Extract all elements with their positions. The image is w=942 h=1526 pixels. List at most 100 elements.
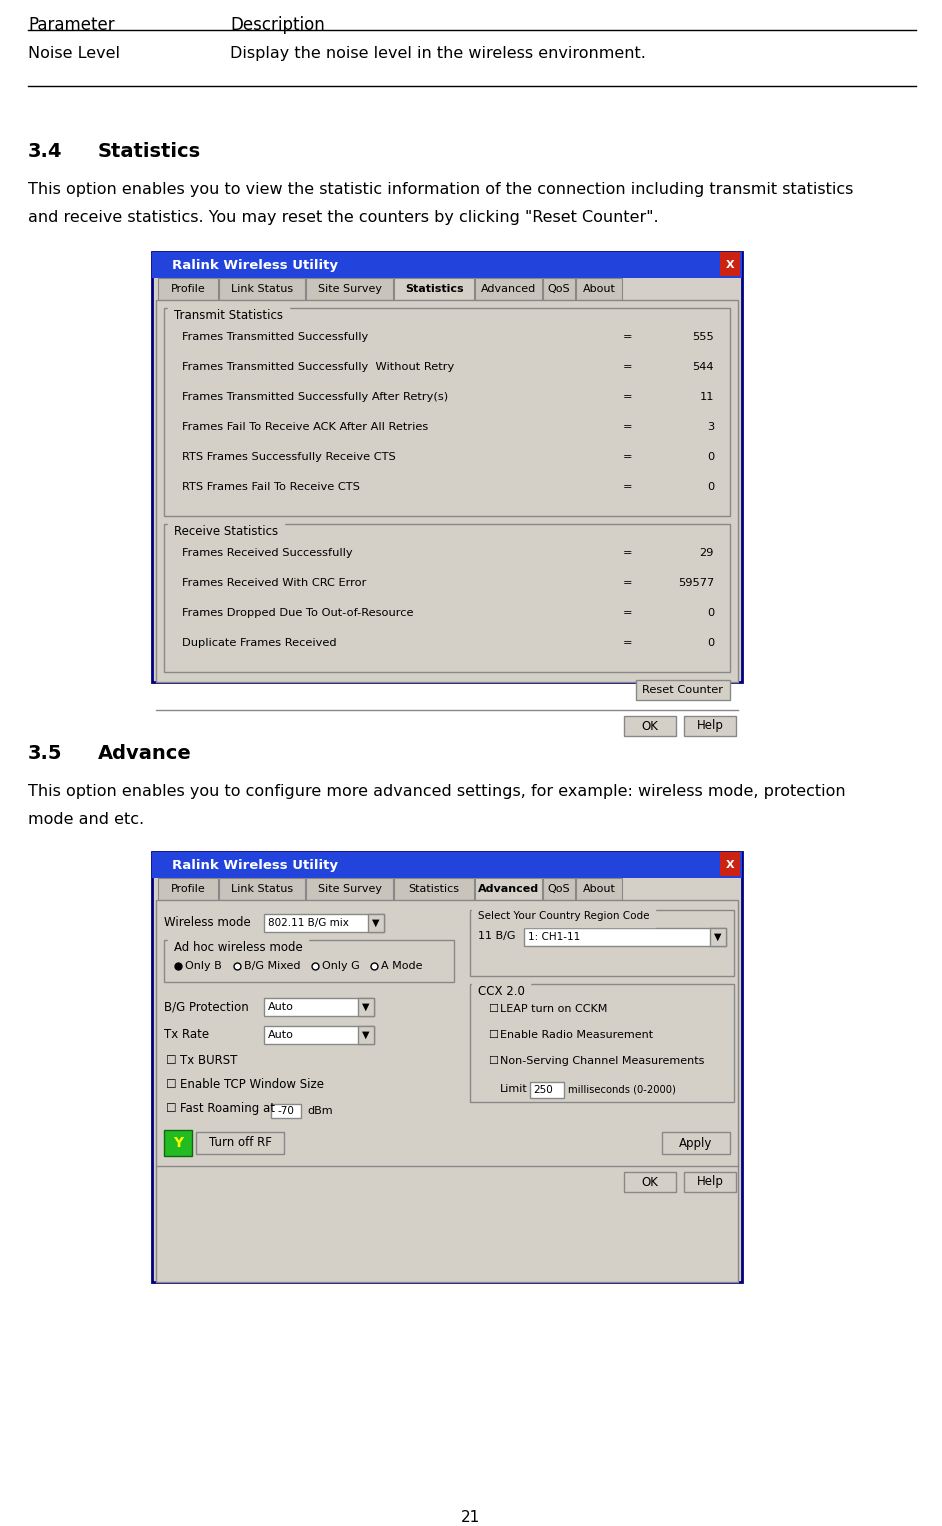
Text: 250: 250 [533,1085,553,1096]
Text: 0: 0 [706,607,714,618]
Bar [219,278,305,301]
Text: Only B: Only B [185,961,221,971]
Text: Advance: Advance [98,745,192,763]
Text: =: = [624,482,633,491]
Text: Help: Help [696,1175,723,1189]
Text: Enable TCP Window Size: Enable TCP Window Size [180,1077,324,1091]
Text: mode and etc.: mode and etc. [28,812,144,827]
Text: ☐: ☐ [166,1054,176,1067]
Text: ▼: ▼ [363,1030,370,1041]
Text: Tx Rate: Tx Rate [164,1029,209,1042]
Bar [576,278,622,301]
Text: Frames Received Successfully: Frames Received Successfully [182,548,352,559]
Text: ☐: ☐ [488,1030,498,1041]
Text: dBm: dBm [307,1106,333,1116]
Bar [264,998,374,1016]
Text: Frames Fail To Receive ACK After All Retries: Frames Fail To Receive ACK After All Ret… [182,423,429,432]
Bar [152,252,742,278]
Text: Duplicate Frames Received: Duplicate Frames Received [182,638,336,649]
Bar [684,1172,736,1192]
Bar [636,681,730,700]
Text: =: = [624,638,633,649]
Text: 11: 11 [700,392,714,401]
Text: B/G Mixed: B/G Mixed [244,961,300,971]
Bar [271,1103,301,1119]
Bar [543,877,575,900]
Text: RTS Frames Fail To Receive CTS: RTS Frames Fail To Receive CTS [182,482,360,491]
Bar [530,1082,564,1099]
Text: Frames Dropped Due To Out-of-Resource: Frames Dropped Due To Out-of-Resource [182,607,414,618]
Text: Advanced: Advanced [480,284,536,295]
Bar [264,914,384,932]
Text: Only G: Only G [322,961,360,971]
Text: ☐: ☐ [166,1102,176,1116]
Text: Link Status: Link Status [231,284,293,295]
Text: =: = [624,607,633,618]
Text: This option enables you to configure more advanced settings, for example: wirele: This option enables you to configure mor… [28,784,846,800]
Text: 21: 21 [462,1511,480,1524]
Text: QoS: QoS [547,884,570,894]
Text: 3.4: 3.4 [28,142,62,162]
Text: 0: 0 [706,452,714,462]
Bar [710,928,726,946]
Text: Y: Y [173,1135,183,1151]
Text: Select Your Country Region Code: Select Your Country Region Code [478,911,649,922]
Bar [624,1172,676,1192]
Text: Limit: Limit [500,1083,528,1094]
Bar [394,278,474,301]
Bar [152,852,742,1282]
Text: 555: 555 [692,333,714,342]
Bar [156,301,738,682]
Bar [158,278,218,301]
Text: 544: 544 [692,362,714,372]
Bar [470,984,734,1102]
Text: Help: Help [696,719,723,732]
Text: =: = [624,548,633,559]
Text: Enable Radio Measurement: Enable Radio Measurement [500,1030,653,1041]
Text: RTS Frames Successfully Receive CTS: RTS Frames Successfully Receive CTS [182,452,396,462]
Text: 802.11 B/G mix: 802.11 B/G mix [268,919,349,928]
Bar [368,914,384,932]
Text: 1: CH1-11: 1: CH1-11 [528,932,580,942]
Text: Statistics: Statistics [98,142,202,162]
Text: Auto: Auto [268,1030,294,1041]
Text: CCX 2.0: CCX 2.0 [478,984,525,998]
Bar [219,877,305,900]
Bar [164,523,730,671]
Text: X: X [725,861,735,870]
Bar [156,900,738,1282]
Text: Frames Transmitted Successfully  Without Retry: Frames Transmitted Successfully Without … [182,362,454,372]
Bar [152,252,742,682]
Bar [164,940,454,983]
Text: OK: OK [642,1175,658,1189]
Text: milliseconds (0-2000): milliseconds (0-2000) [568,1085,675,1096]
Text: Statistics: Statistics [405,284,463,295]
Text: 3: 3 [706,423,714,432]
Text: LEAP turn on CCKM: LEAP turn on CCKM [500,1004,608,1013]
Bar [475,278,542,301]
Bar [662,1132,730,1154]
Text: 59577: 59577 [677,578,714,588]
Bar [164,1129,192,1157]
Text: ☐: ☐ [488,1004,498,1013]
Bar [524,928,726,946]
Text: Ralink Wireless Utility: Ralink Wireless Utility [172,859,338,871]
Text: Description: Description [230,15,325,34]
Text: Site Survey: Site Survey [317,284,382,295]
Text: Frames Transmitted Successfully After Retry(s): Frames Transmitted Successfully After Re… [182,392,448,401]
Text: This option enables you to view the statistic information of the connection incl: This option enables you to view the stat… [28,182,853,197]
Bar [306,278,393,301]
Text: Site Survey: Site Survey [317,884,382,894]
Bar [394,877,474,900]
Bar [358,1025,374,1044]
Text: A Mode: A Mode [382,961,423,971]
Text: ☐: ☐ [488,1056,498,1067]
Text: QoS: QoS [547,284,570,295]
Text: Fast Roaming at: Fast Roaming at [180,1102,275,1116]
Text: 11 B/G: 11 B/G [478,931,515,942]
Text: Frames Transmitted Successfully: Frames Transmitted Successfully [182,333,368,342]
Text: Turn off RF: Turn off RF [208,1137,271,1149]
Text: B/G Protection: B/G Protection [164,1001,249,1013]
Bar [264,1025,374,1044]
Text: ▼: ▼ [372,919,380,928]
